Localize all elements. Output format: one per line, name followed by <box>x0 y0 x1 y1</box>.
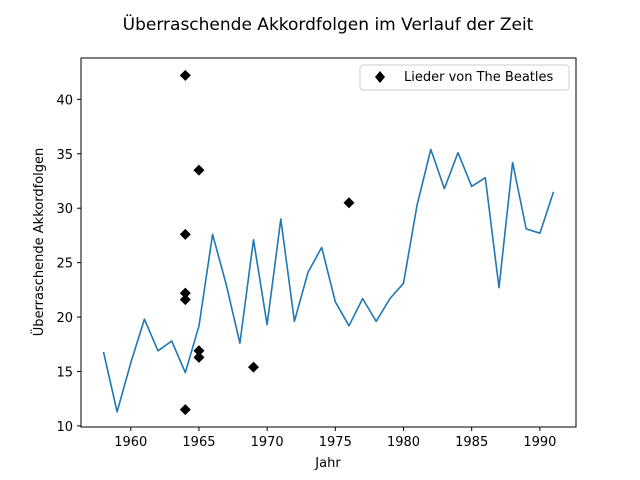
beatles-point <box>248 361 259 373</box>
y-tick-label: 30 <box>56 202 73 217</box>
y-axis-label: Überraschende Akkordfolgen <box>30 148 47 336</box>
series-line <box>102 148 555 413</box>
y-tick-label: 35 <box>56 148 73 163</box>
beatles-point <box>193 345 205 357</box>
legend-box <box>359 64 570 91</box>
beatles-point <box>343 197 355 209</box>
legend-diamond-marker <box>375 71 385 83</box>
y-tick-label: 40 <box>56 93 73 108</box>
chart-marks <box>102 69 555 416</box>
x-tick-label: 1990 <box>523 435 556 450</box>
beatles-point <box>193 164 205 176</box>
beatles-point <box>179 294 191 306</box>
beatles-point <box>179 287 191 299</box>
x-tick-label: 1980 <box>387 435 420 450</box>
x-tick-label: 1960 <box>114 435 147 450</box>
beatles-point <box>179 69 191 81</box>
y-tick-label: 15 <box>56 365 73 380</box>
y-tick-label: 10 <box>56 420 73 435</box>
chart-title: Überraschende Akkordfolgen im Verlauf de… <box>123 13 534 35</box>
x-tick-label: 1985 <box>455 435 488 450</box>
x-axis-ticks: 1960 1965 1970 1975 1980 1985 1990 <box>114 427 556 450</box>
y-tick-label: 20 <box>56 311 73 326</box>
beatles-point <box>193 351 205 363</box>
plot-area <box>81 58 576 427</box>
x-tick-label: 1965 <box>182 435 215 450</box>
x-axis-label: Jahr <box>314 456 341 471</box>
legend: Lieder von The Beatles <box>359 64 570 91</box>
x-tick-label: 1975 <box>319 435 352 450</box>
plot-frame <box>80 57 577 428</box>
legend-label: Lieder von The Beatles <box>404 70 553 85</box>
beatles-point <box>179 228 191 240</box>
y-tick-label: 25 <box>56 257 73 272</box>
beatles-point <box>179 404 191 416</box>
x-tick-label: 1970 <box>251 435 284 450</box>
y-axis-ticks: 10 15 20 25 30 35 40 <box>56 93 81 435</box>
